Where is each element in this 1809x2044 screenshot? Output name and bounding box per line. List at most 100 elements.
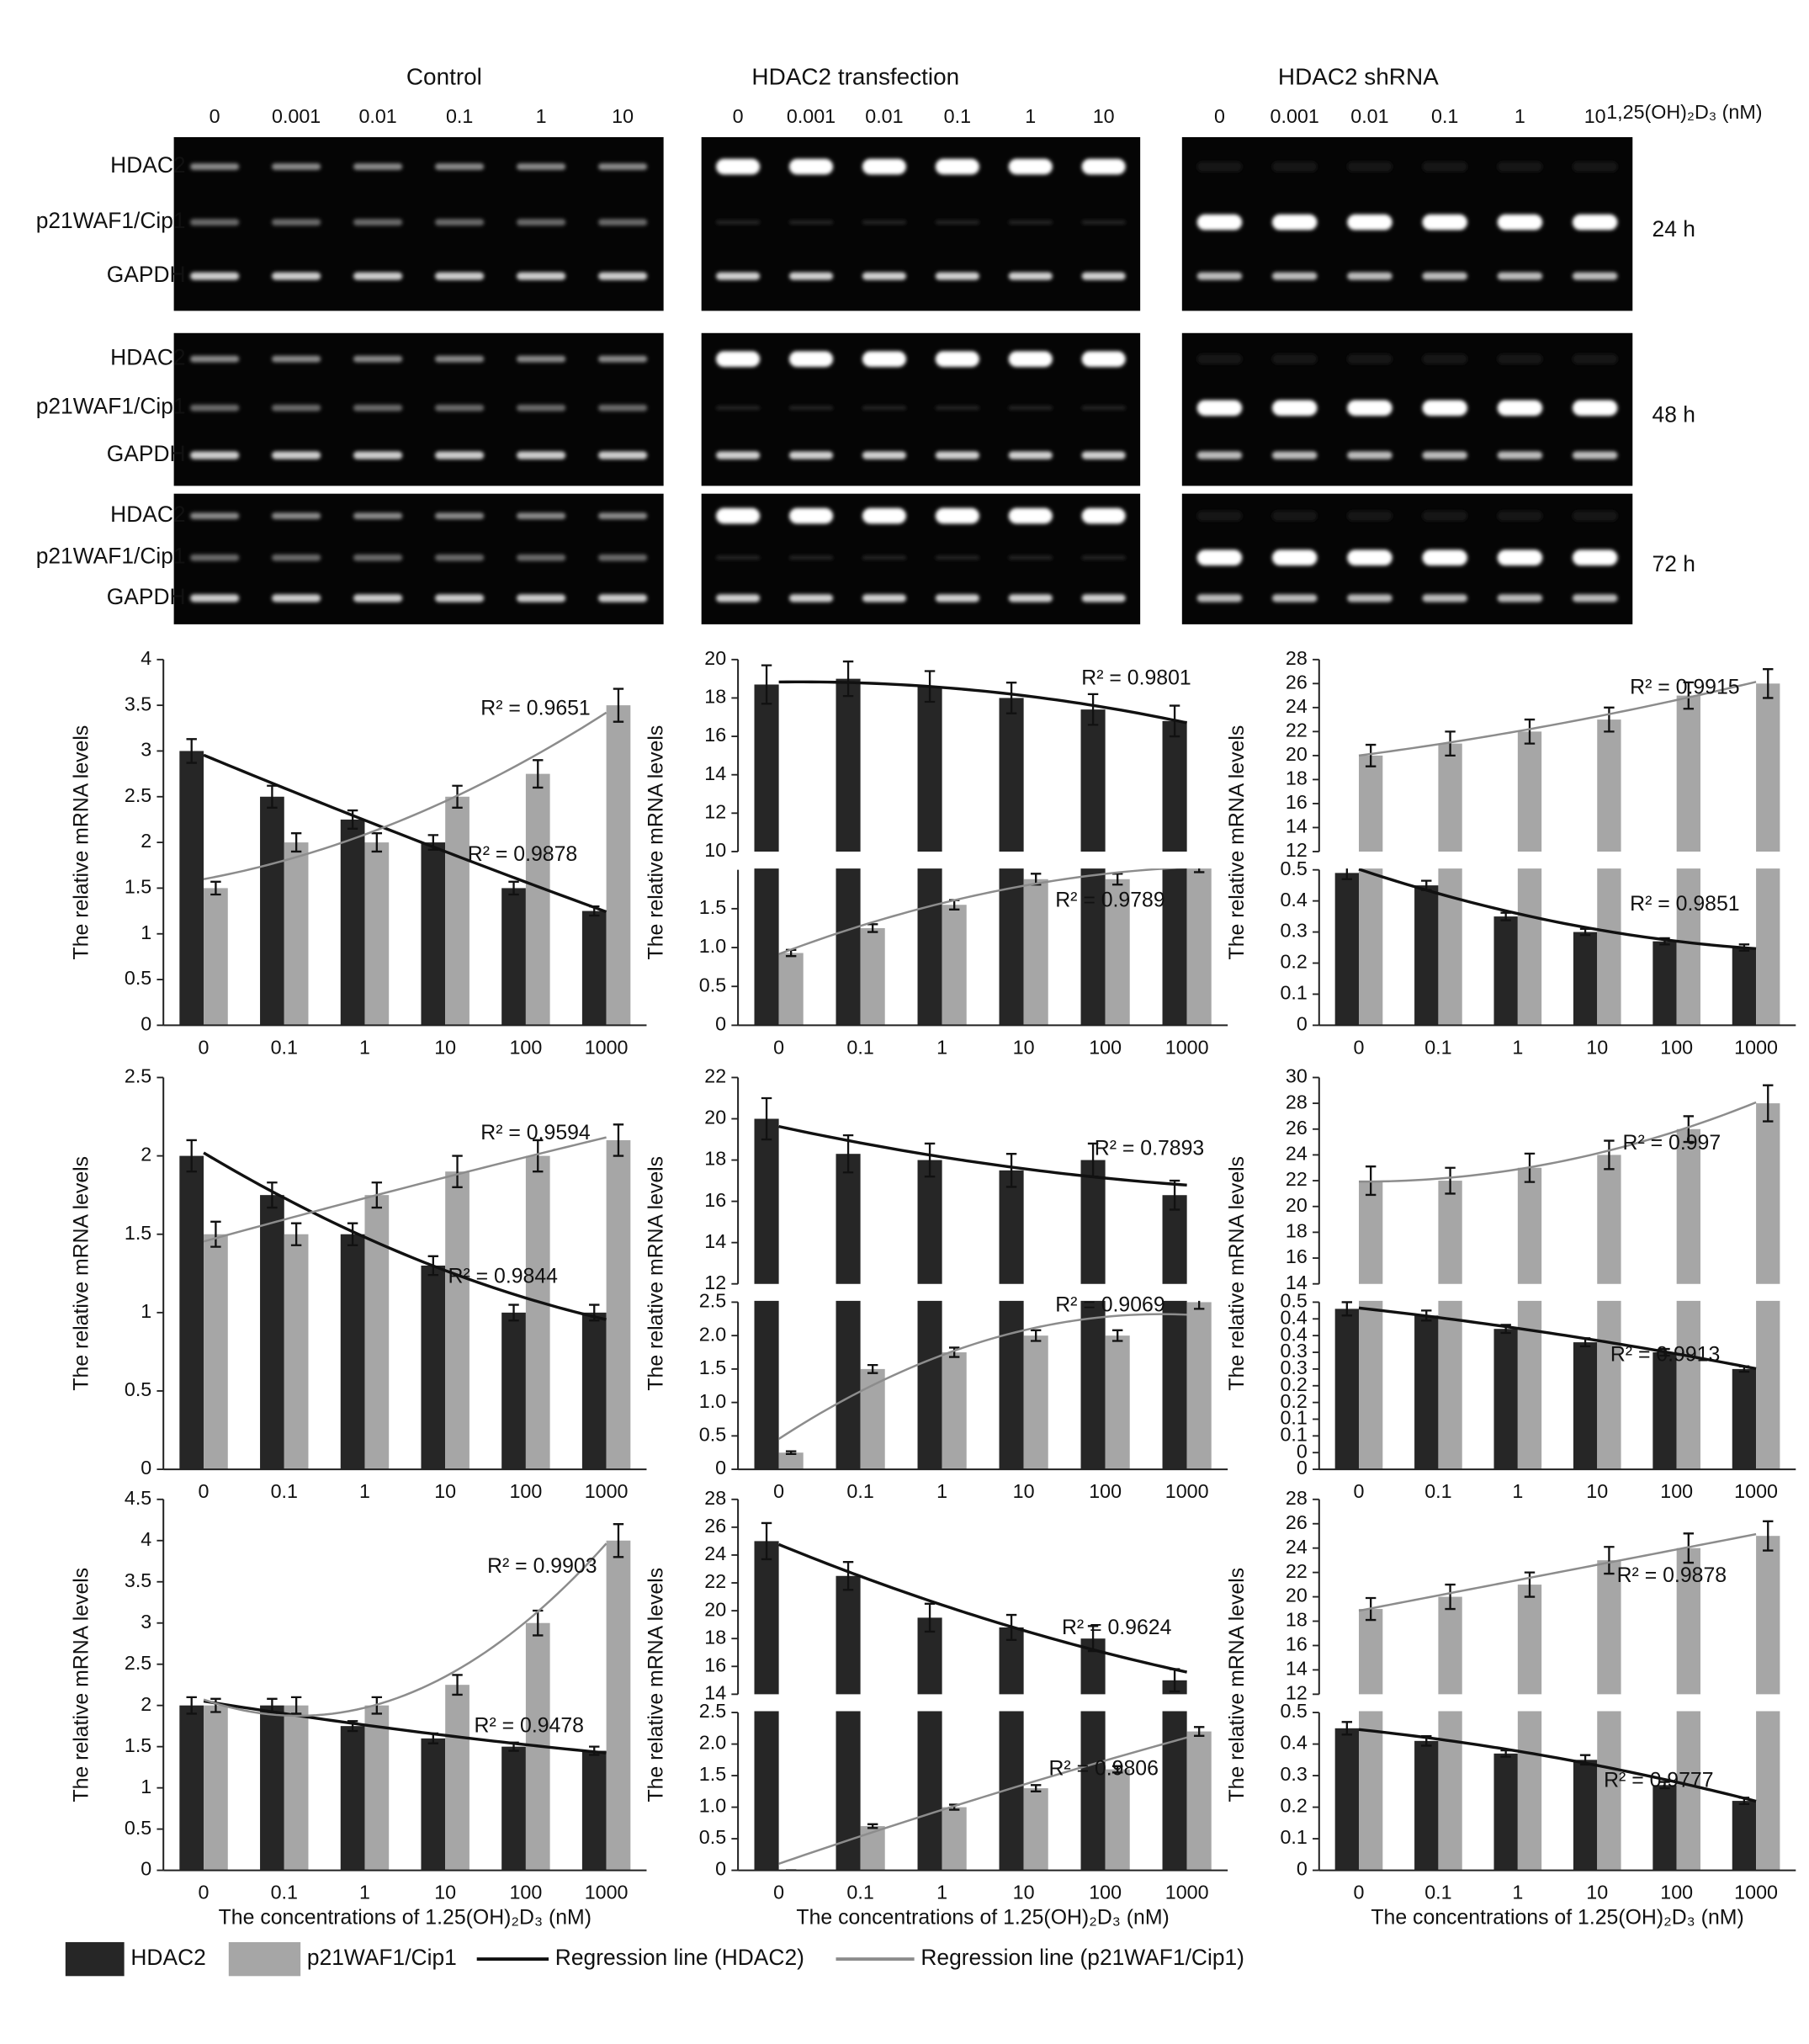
legend-label: HDAC2 [130, 1945, 205, 1970]
y-tick-label: 26 [704, 1515, 726, 1537]
y-tick-label: 16 [704, 1654, 726, 1675]
gel-band [1008, 351, 1053, 367]
bar [421, 1738, 446, 1871]
x-tick-label: 1000 [585, 1036, 629, 1058]
gel-band [1196, 272, 1243, 280]
gel-band [598, 451, 648, 459]
error-bar [1111, 1329, 1123, 1342]
x-tick-label: 1 [1512, 1036, 1523, 1058]
y-tick-label: 1.5 [125, 876, 151, 898]
x-tick-label: 1 [359, 1480, 370, 1502]
bar [1105, 1769, 1130, 1871]
error-bar [842, 1561, 854, 1591]
gel-band [1347, 214, 1393, 231]
gel-image [173, 332, 664, 486]
bar [501, 1746, 526, 1871]
y-tick-label: 1.5 [699, 1763, 726, 1785]
gene-label: HDAC2 [110, 152, 185, 178]
r-squared: R² = 0.9069 [1055, 1294, 1164, 1317]
y-tick-label: 0.1 [1280, 982, 1307, 1004]
gel-band [862, 507, 907, 524]
bar [1756, 868, 1780, 1026]
y-tick-label: 22 [1286, 1168, 1308, 1190]
y-tick-label: 0 [1297, 1013, 1308, 1035]
r-squared: R² = 0.9789 [1055, 889, 1164, 911]
gel-band [272, 219, 321, 226]
bar [1334, 873, 1359, 1026]
gene-label: HDAC2 [110, 502, 185, 527]
bar [445, 1685, 469, 1871]
y-tick-label: 0.4 [1280, 889, 1307, 911]
error-bar [1524, 1571, 1536, 1598]
lane-label: 10 [1093, 105, 1115, 127]
x-tick-label: 1000 [1734, 1480, 1778, 1502]
error-bar [1445, 1166, 1456, 1195]
bar [1080, 1160, 1106, 1284]
y-tick-label: 3.5 [125, 693, 151, 714]
gel-band [517, 451, 566, 459]
y-tick-label: 0 [715, 1457, 726, 1479]
error-bar [508, 1303, 519, 1322]
error-bar [452, 1674, 463, 1696]
y-tick-label: 30 [1286, 1065, 1308, 1087]
gel-band [1347, 353, 1393, 364]
plot-panel [754, 1300, 1212, 1470]
bar [179, 1705, 204, 1871]
gel-column-title: HDAC2 shRNA [1278, 63, 1439, 89]
y-tick-label: 12 [1286, 1682, 1308, 1704]
gel-band [517, 355, 566, 363]
gel-band [788, 555, 834, 560]
gel-image [1181, 136, 1633, 311]
y-tick-label: 22 [1286, 719, 1308, 741]
r-squared: R² = 0.997 [1623, 1132, 1721, 1155]
x-tick-label: 0 [773, 1480, 784, 1502]
bar [525, 773, 550, 1026]
y-tick-label: 0 [1297, 1457, 1308, 1479]
regression-line [203, 1136, 607, 1243]
regression-line [203, 711, 607, 880]
y-tick-label: 28 [1286, 647, 1308, 669]
gel-band [1572, 451, 1618, 459]
x-tick-label: 1000 [1734, 1882, 1778, 1903]
y-tick-label: 12 [704, 1272, 726, 1293]
gel-band [353, 512, 403, 519]
gel-band [353, 554, 403, 561]
x-tick-label: 100 [1660, 1036, 1693, 1058]
bar [1080, 1300, 1106, 1470]
y-tick-label: 1 [141, 1776, 151, 1797]
y-tick-label: 3 [141, 1611, 151, 1633]
error-bar [1524, 718, 1536, 745]
plot-panel [1358, 1084, 1780, 1284]
bar [754, 1541, 779, 1695]
y-tick-label: 20 [704, 1107, 726, 1128]
legend-label: p21WAF1/Cip1 [307, 1945, 457, 1970]
x-tick-label: 10 [434, 1036, 456, 1058]
x-tick-label: 0 [773, 1882, 784, 1903]
bar [1756, 683, 1780, 852]
lane-label: 10 [612, 105, 634, 127]
gel-band [862, 555, 907, 560]
y-tick-label: 1.5 [125, 1222, 151, 1244]
bar [340, 1234, 365, 1470]
error-bar [1604, 1139, 1615, 1171]
y-tick-label: 4.5 [125, 1487, 151, 1509]
error-bar [1005, 682, 1017, 714]
y-tick-label: 26 [1286, 671, 1308, 693]
gel-band [1422, 451, 1467, 459]
y-tick-label: 1.5 [699, 896, 726, 918]
bar [1756, 1711, 1780, 1871]
bar [445, 796, 469, 1026]
error-bar [924, 1142, 936, 1178]
gel-band [190, 219, 240, 226]
error-bar [1111, 1765, 1123, 1774]
gel-band [598, 594, 648, 603]
x-tick-label: 0 [1354, 1036, 1365, 1058]
y-tick-label: 1 [141, 1300, 151, 1322]
lane-label: 0.001 [272, 105, 321, 127]
y-tick-label: 0.4 [1280, 1306, 1307, 1328]
gel-band [1347, 400, 1393, 417]
gel-band [1422, 353, 1467, 364]
gel-band [598, 355, 648, 363]
gel-band [1081, 451, 1126, 459]
error-bar [186, 738, 197, 764]
